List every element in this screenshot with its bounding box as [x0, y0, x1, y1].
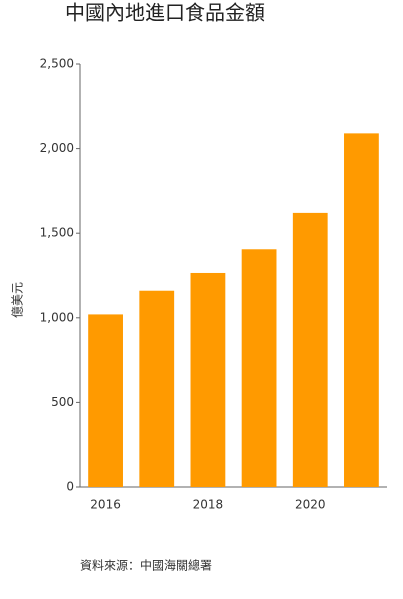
bar	[241, 249, 277, 487]
y-tick-label: 1,000	[40, 310, 74, 324]
bar	[344, 133, 379, 487]
x-tick-label: 2016	[90, 498, 121, 512]
y-tick-label: 2,500	[40, 57, 74, 71]
y-tick-label: 0	[66, 480, 74, 494]
chart-title: 中國內地進口食品金額	[65, 1, 265, 25]
bar	[190, 272, 226, 487]
y-axis-label: 億美元	[11, 282, 25, 318]
y-tick-label: 2,000	[40, 141, 74, 155]
x-tick-label: 2020	[295, 498, 326, 512]
bar	[88, 314, 123, 487]
source-note: 資料來源：中國海關總署	[80, 558, 212, 573]
bar	[292, 212, 328, 487]
y-tick-label: 1,500	[40, 226, 74, 240]
y-tick-label: 500	[51, 395, 74, 409]
bar	[139, 290, 175, 487]
x-tick-label: 2018	[193, 498, 224, 512]
